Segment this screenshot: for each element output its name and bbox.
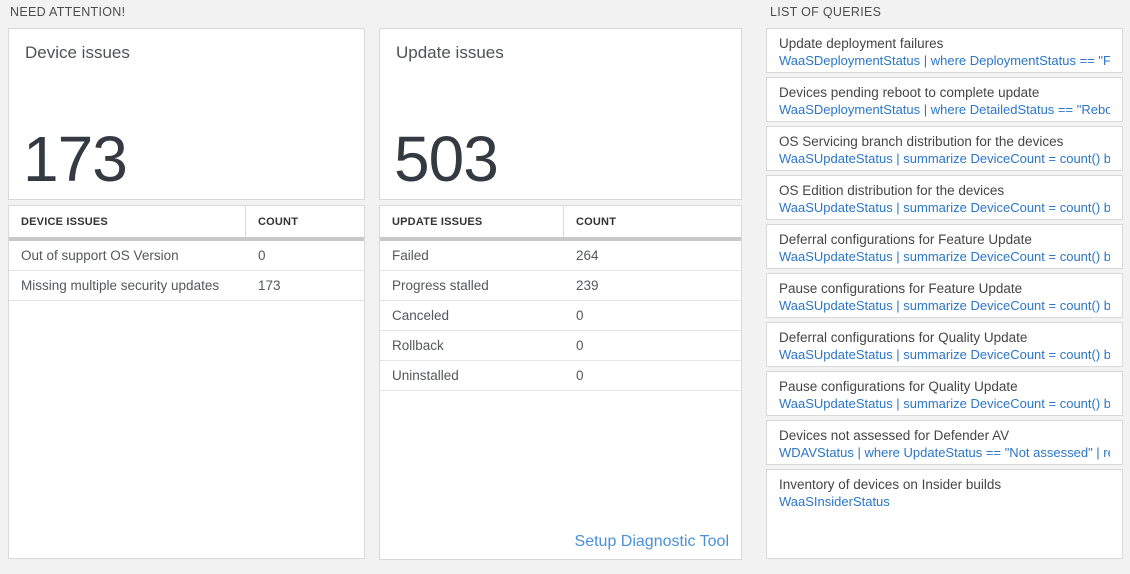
update-issues-card[interactable]: Update issues 503 bbox=[379, 28, 742, 200]
table-row[interactable]: Uninstalled 0 bbox=[380, 361, 741, 391]
query-title: OS Edition distribution for the devices bbox=[779, 183, 1005, 198]
query-title: Deferral configurations for Quality Upda… bbox=[779, 330, 1028, 345]
query-list-item[interactable]: OS Edition distribution for the devices … bbox=[766, 175, 1123, 220]
setup-diagnostic-tool-link[interactable]: Setup Diagnostic Tool bbox=[574, 533, 729, 550]
update-issues-column-header: UPDATE ISSUES bbox=[380, 206, 564, 237]
query-list-item[interactable]: OS Servicing branch distribution for the… bbox=[766, 126, 1123, 171]
update-issues-table-card: UPDATE ISSUES COUNT Failed 264 Progress … bbox=[379, 205, 742, 560]
update-issues-card-title: Update issues bbox=[396, 43, 504, 62]
table-row[interactable]: Missing multiple security updates 173 bbox=[9, 271, 364, 301]
query-code-link[interactable]: WaaSDeploymentStatus | where DeploymentS… bbox=[779, 53, 1110, 68]
issue-count-cell: 0 bbox=[258, 248, 266, 263]
issue-name-cell: Out of support OS Version bbox=[21, 248, 179, 263]
query-title: Inventory of devices on Insider builds bbox=[779, 477, 1002, 492]
query-title: Pause configurations for Quality Update bbox=[779, 379, 1018, 394]
need-attention-section-label: NEED ATTENTION! bbox=[10, 5, 126, 19]
query-list-item[interactable]: Deferral configurations for Quality Upda… bbox=[766, 322, 1123, 367]
query-code-link[interactable]: WaaSUpdateStatus | summarize DeviceCount… bbox=[779, 249, 1110, 264]
issue-count-cell: 264 bbox=[576, 248, 599, 263]
table-row[interactable]: Progress stalled 239 bbox=[380, 271, 741, 301]
device-issues-count: 173 bbox=[23, 123, 128, 195]
query-code-link[interactable]: WaaSUpdateStatus | summarize DeviceCount… bbox=[779, 200, 1110, 215]
table-header-divider bbox=[9, 237, 364, 241]
issue-count-cell: 173 bbox=[258, 278, 281, 293]
count-column-header: COUNT bbox=[258, 215, 299, 228]
query-title: Devices not assessed for Defender AV bbox=[779, 428, 1010, 443]
count-column-header: COUNT bbox=[576, 215, 617, 228]
query-code-link[interactable]: WDAVStatus | where UpdateStatus == "Not … bbox=[779, 445, 1110, 460]
list-of-queries-section-label: LIST OF QUERIES bbox=[770, 5, 882, 19]
queries-list: Update deployment failures WaaSDeploymen… bbox=[766, 28, 1123, 559]
update-issues-count: 503 bbox=[394, 123, 499, 195]
query-code-link[interactable]: WaaSUpdateStatus | summarize DeviceCount… bbox=[779, 298, 1110, 313]
issue-name-cell: Missing multiple security updates bbox=[21, 278, 220, 293]
table-row[interactable]: Failed 264 bbox=[380, 241, 741, 271]
table-row[interactable]: Rollback 0 bbox=[380, 331, 741, 361]
issue-count-cell: 239 bbox=[576, 278, 599, 293]
table-row[interactable]: Canceled 0 bbox=[380, 301, 741, 331]
table-row[interactable]: Out of support OS Version 0 bbox=[9, 241, 364, 271]
query-title: Update deployment failures bbox=[779, 36, 944, 51]
query-code-link[interactable]: WaaSUpdateStatus | summarize DeviceCount… bbox=[779, 151, 1110, 166]
issue-name-cell: Failed bbox=[392, 248, 429, 263]
issue-count-cell: 0 bbox=[576, 338, 584, 353]
issue-count-cell: 0 bbox=[576, 368, 584, 383]
query-title: Pause configurations for Feature Update bbox=[779, 281, 1023, 296]
issue-count-cell: 0 bbox=[576, 308, 584, 323]
table-header-divider bbox=[380, 237, 741, 241]
query-list-item[interactable]: Pause configurations for Quality Update … bbox=[766, 371, 1123, 416]
query-title: Deferral configurations for Feature Upda… bbox=[779, 232, 1032, 247]
query-code-link[interactable]: WaaSUpdateStatus | summarize DeviceCount… bbox=[779, 347, 1110, 362]
issue-name-cell: Canceled bbox=[392, 308, 450, 323]
device-issues-card-title: Device issues bbox=[25, 43, 130, 62]
query-title: Devices pending reboot to complete updat… bbox=[779, 85, 1040, 100]
query-list-item[interactable]: Deferral configurations for Feature Upda… bbox=[766, 224, 1123, 269]
device-issues-card[interactable]: Device issues 173 bbox=[8, 28, 365, 200]
issue-name-cell: Progress stalled bbox=[392, 278, 489, 293]
query-list-item[interactable]: Pause configurations for Feature Update … bbox=[766, 273, 1123, 318]
device-issues-table-header: DEVICE ISSUES COUNT bbox=[9, 206, 364, 237]
issue-name-cell: Uninstalled bbox=[392, 368, 459, 383]
query-code-link[interactable]: WaaSDeploymentStatus | where DetailedSta… bbox=[779, 102, 1110, 117]
update-issues-table-header: UPDATE ISSUES COUNT bbox=[380, 206, 741, 237]
query-title: OS Servicing branch distribution for the… bbox=[779, 134, 1064, 149]
query-code-link[interactable]: WaaSInsiderStatus bbox=[779, 494, 890, 509]
query-list-item[interactable]: Inventory of devices on Insider builds W… bbox=[766, 469, 1123, 559]
query-code-link[interactable]: WaaSUpdateStatus | summarize DeviceCount… bbox=[779, 396, 1110, 411]
query-list-item[interactable]: Update deployment failures WaaSDeploymen… bbox=[766, 28, 1123, 73]
issue-name-cell: Rollback bbox=[392, 338, 444, 353]
query-list-item[interactable]: Devices pending reboot to complete updat… bbox=[766, 77, 1123, 122]
device-issues-column-header: DEVICE ISSUES bbox=[9, 206, 246, 237]
query-list-item[interactable]: Devices not assessed for Defender AV WDA… bbox=[766, 420, 1123, 465]
device-issues-table-card: DEVICE ISSUES COUNT Out of support OS Ve… bbox=[8, 205, 365, 559]
